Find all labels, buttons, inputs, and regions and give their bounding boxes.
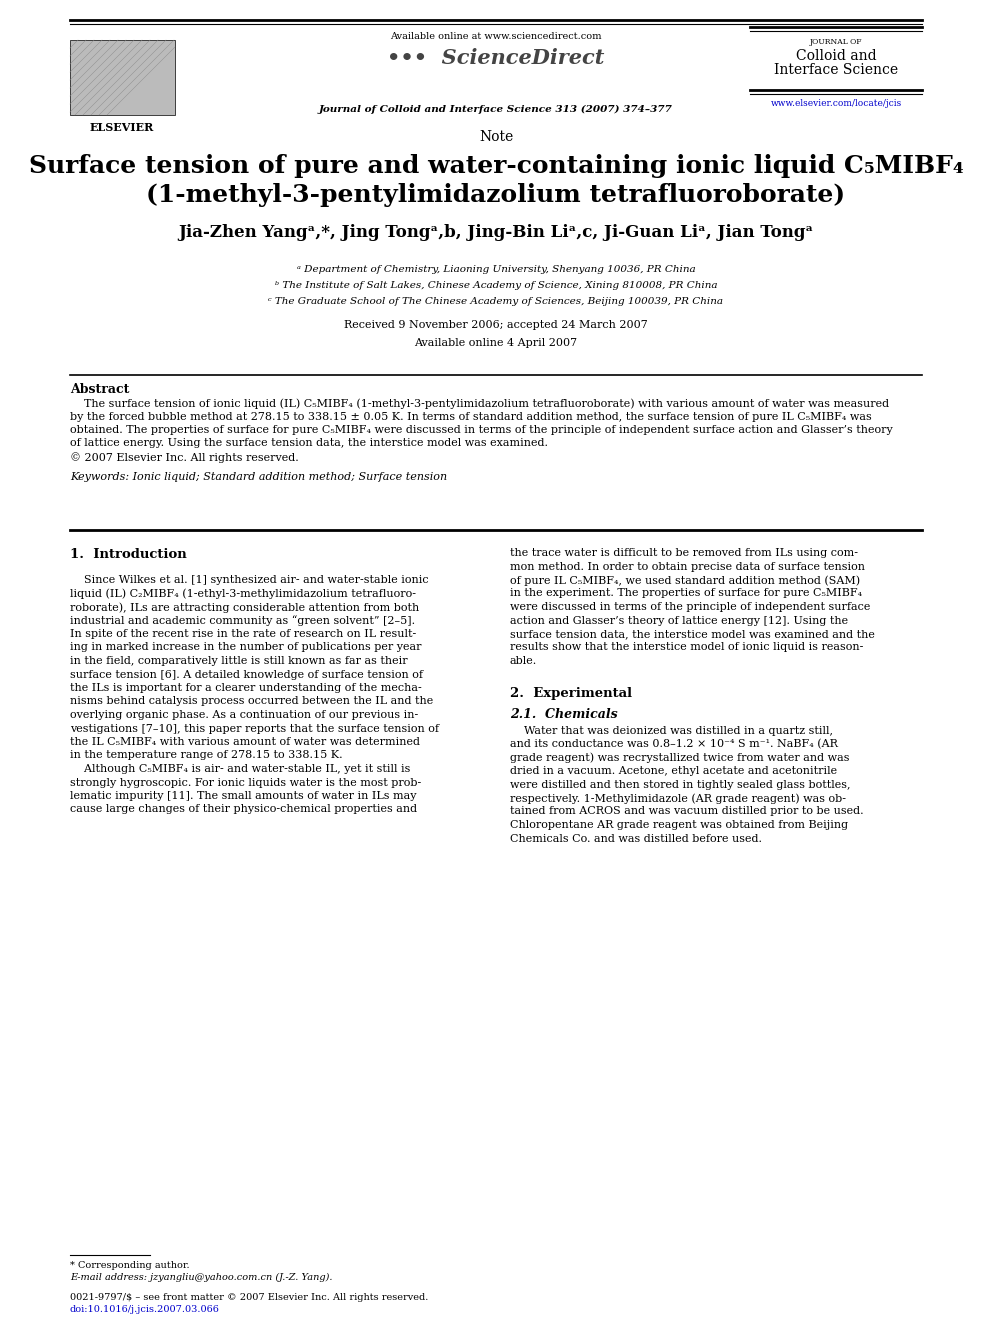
Text: vestigations [7–10], this paper reports that the surface tension of: vestigations [7–10], this paper reports … [70,724,439,733]
Text: Received 9 November 2006; accepted 24 March 2007: Received 9 November 2006; accepted 24 Ma… [344,320,648,329]
Text: Available online 4 April 2007: Available online 4 April 2007 [415,337,577,348]
Text: obtained. The properties of surface for pure C₅MIBF₄ were discussed in terms of : obtained. The properties of surface for … [70,425,893,435]
Text: nisms behind catalysis process occurred between the IL and the: nisms behind catalysis process occurred … [70,696,434,706]
Text: The surface tension of ionic liquid (IL) C₅MIBF₄ (1-methyl-3-pentylimidazolium t: The surface tension of ionic liquid (IL)… [70,398,889,409]
Text: by the forced bubble method at 278.15 to 338.15 ± 0.05 K. In terms of standard a: by the forced bubble method at 278.15 to… [70,411,872,422]
Text: ᶜ The Graduate School of The Chinese Academy of Sciences, Beijing 100039, PR Chi: ᶜ The Graduate School of The Chinese Aca… [269,296,723,306]
Text: strongly hygroscopic. For ionic liquids water is the most prob-: strongly hygroscopic. For ionic liquids … [70,778,422,787]
Text: in the field, comparatively little is still known as far as their: in the field, comparatively little is st… [70,656,408,665]
Text: 2.  Experimental: 2. Experimental [510,688,632,700]
Text: Since Wilkes et al. [1] synthesized air- and water-stable ionic: Since Wilkes et al. [1] synthesized air-… [70,576,429,585]
Text: Journal of Colloid and Interface Science 313 (2007) 374–377: Journal of Colloid and Interface Science… [319,105,673,114]
Text: overlying organic phase. As a continuation of our previous in-: overlying organic phase. As a continuati… [70,710,419,720]
Text: Colloid and: Colloid and [796,49,876,64]
Text: Surface tension of pure and water-containing ionic liquid C₅MIBF₄: Surface tension of pure and water-contai… [29,153,963,179]
Text: Keywords: Ionic liquid; Standard addition method; Surface tension: Keywords: Ionic liquid; Standard additio… [70,471,447,482]
Text: the IL C₅MIBF₄ with various amount of water was determined: the IL C₅MIBF₄ with various amount of wa… [70,737,420,747]
Text: Abstract: Abstract [70,382,129,396]
Text: •••  ScienceDirect: ••• ScienceDirect [387,48,605,67]
Text: Water that was deionized was distilled in a quartz still,: Water that was deionized was distilled i… [510,725,833,736]
Text: Chloropentane AR grade reagent was obtained from Beijing: Chloropentane AR grade reagent was obtai… [510,820,848,830]
Text: Available online at www.sciencedirect.com: Available online at www.sciencedirect.co… [390,32,602,41]
Text: in the temperature range of 278.15 to 338.15 K.: in the temperature range of 278.15 to 33… [70,750,342,761]
Text: E-mail address: jzyangliu@yahoo.com.cn (J.-Z. Yang).: E-mail address: jzyangliu@yahoo.com.cn (… [70,1273,332,1282]
Text: ᵃ Department of Chemistry, Liaoning University, Shenyang 10036, PR China: ᵃ Department of Chemistry, Liaoning Univ… [297,265,695,274]
Text: Although C₅MIBF₄ is air- and water-stable IL, yet it still is: Although C₅MIBF₄ is air- and water-stabl… [70,763,411,774]
Text: Chemicals Co. and was distilled before used.: Chemicals Co. and was distilled before u… [510,833,762,844]
Text: results show that the interstice model of ionic liquid is reason-: results show that the interstice model o… [510,643,863,652]
Text: lematic impurity [11]. The small amounts of water in ILs may: lematic impurity [11]. The small amounts… [70,791,417,800]
Text: (1-methyl-3-pentylimidazolium tetrafluoroborate): (1-methyl-3-pentylimidazolium tetrafluor… [147,183,845,206]
FancyBboxPatch shape [70,40,175,115]
Text: the ILs is important for a clearer understanding of the mecha-: the ILs is important for a clearer under… [70,683,422,693]
Text: In spite of the recent rise in the rate of research on IL result-: In spite of the recent rise in the rate … [70,628,417,639]
Text: grade reagent) was recrystallized twice from water and was: grade reagent) was recrystallized twice … [510,753,849,763]
Text: the trace water is difficult to be removed from ILs using com-: the trace water is difficult to be remov… [510,548,858,558]
Text: dried in a vacuum. Acetone, ethyl acetate and acetonitrile: dried in a vacuum. Acetone, ethyl acetat… [510,766,837,777]
Text: Note: Note [479,130,513,144]
Text: respectively. 1-Methylimidazole (AR grade reagent) was ob-: respectively. 1-Methylimidazole (AR grad… [510,792,846,803]
Text: 2.1.  Chemicals: 2.1. Chemicals [510,708,618,721]
Text: were discussed in terms of the principle of independent surface: were discussed in terms of the principle… [510,602,870,613]
Text: * Corresponding author.: * Corresponding author. [70,1261,189,1270]
Text: © 2007 Elsevier Inc. All rights reserved.: © 2007 Elsevier Inc. All rights reserved… [70,452,299,463]
Text: ing in marked increase in the number of publications per year: ing in marked increase in the number of … [70,643,422,652]
Text: tained from ACROS and was vacuum distilled prior to be used.: tained from ACROS and was vacuum distill… [510,807,864,816]
Text: industrial and academic community as “green solvent” [2–5].: industrial and academic community as “gr… [70,615,415,626]
Text: and its conductance was 0.8–1.2 × 10⁻⁴ S m⁻¹. NaBF₄ (AR: and its conductance was 0.8–1.2 × 10⁻⁴ S… [510,740,838,749]
Text: able.: able. [510,656,538,665]
Text: surface tension [6]. A detailed knowledge of surface tension of: surface tension [6]. A detailed knowledg… [70,669,423,680]
Text: cause large changes of their physico-chemical properties and: cause large changes of their physico-che… [70,804,417,815]
Text: surface tension data, the interstice model was examined and the: surface tension data, the interstice mod… [510,628,875,639]
Text: doi:10.1016/j.jcis.2007.03.066: doi:10.1016/j.jcis.2007.03.066 [70,1304,220,1314]
Text: 0021-9797/$ – see front matter © 2007 Elsevier Inc. All rights reserved.: 0021-9797/$ – see front matter © 2007 El… [70,1293,429,1302]
Text: in the experiment. The properties of surface for pure C₅MIBF₄: in the experiment. The properties of sur… [510,589,862,598]
Text: ELSEVIER: ELSEVIER [90,122,154,134]
Text: of lattice energy. Using the surface tension data, the interstice model was exam: of lattice energy. Using the surface ten… [70,438,548,448]
Text: Interface Science: Interface Science [774,64,898,77]
Text: mon method. In order to obtain precise data of surface tension: mon method. In order to obtain precise d… [510,561,865,572]
Text: www.elsevier.com/locate/jcis: www.elsevier.com/locate/jcis [771,99,902,108]
Text: 1.  Introduction: 1. Introduction [70,548,186,561]
Text: Jia-Zhen Yangᵃ,*, Jing Tongᵃ,b, Jing-Bin Liᵃ,c, Ji-Guan Liᵃ, Jian Tongᵃ: Jia-Zhen Yangᵃ,*, Jing Tongᵃ,b, Jing-Bin… [179,224,813,241]
Text: were distilled and then stored in tightly sealed glass bottles,: were distilled and then stored in tightl… [510,779,850,790]
Text: roborate), ILs are attracting considerable attention from both: roborate), ILs are attracting considerab… [70,602,420,613]
Text: action and Glasser’s theory of lattice energy [12]. Using the: action and Glasser’s theory of lattice e… [510,615,848,626]
Text: JOURNAL OF: JOURNAL OF [809,38,862,46]
Text: liquid (IL) C₂MIBF₄ (1-ethyl-3-methylimidazolium tetrafluoro-: liquid (IL) C₂MIBF₄ (1-ethyl-3-methylimi… [70,589,416,599]
Text: of pure IL C₅MIBF₄, we used standard addition method (SAM): of pure IL C₅MIBF₄, we used standard add… [510,576,860,586]
Text: ᵇ The Institute of Salt Lakes, Chinese Academy of Science, Xining 810008, PR Chi: ᵇ The Institute of Salt Lakes, Chinese A… [275,280,717,290]
